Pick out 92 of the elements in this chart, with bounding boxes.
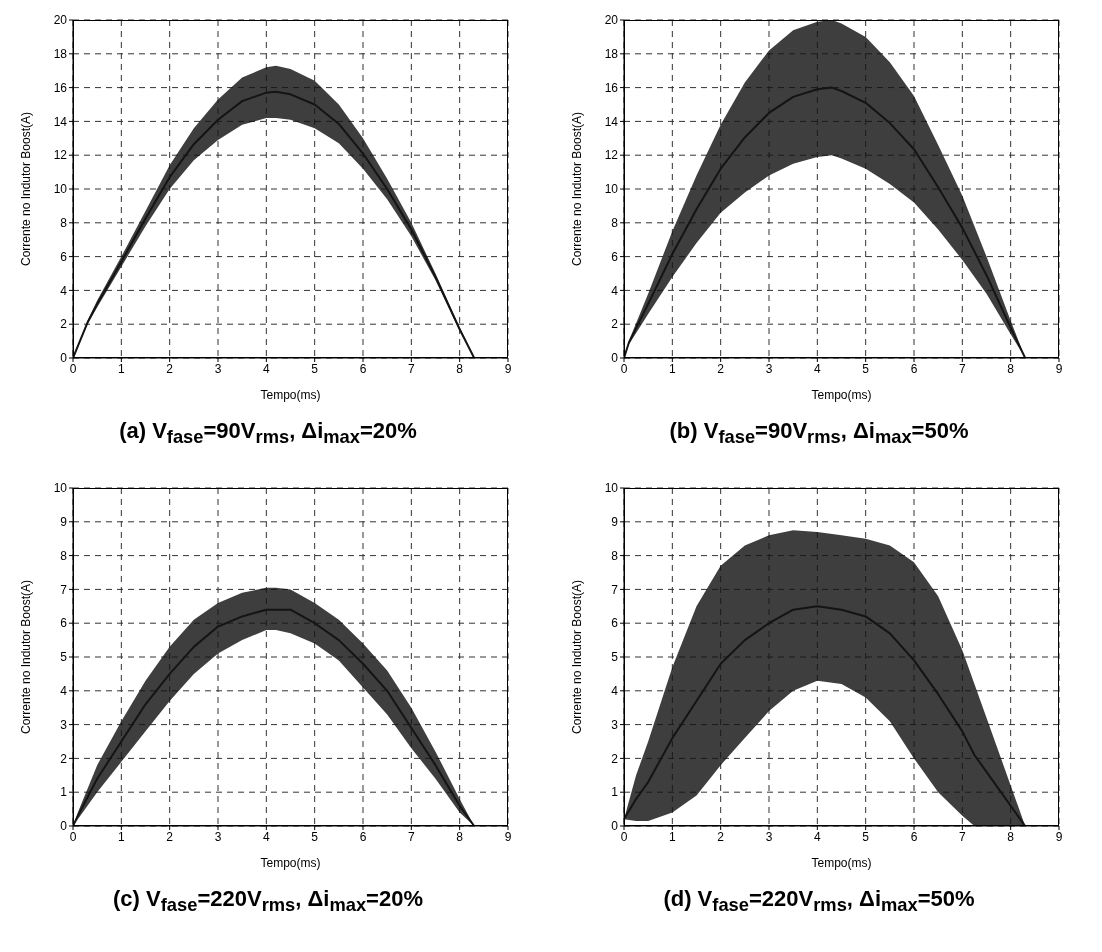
x-tick-label: 3 xyxy=(765,361,773,376)
y-tick-label: 9 xyxy=(611,515,619,530)
y-axis-title: Corrente no Indutor Boost(A) xyxy=(19,111,34,267)
y-tick-label: 4 xyxy=(60,684,68,699)
y-tick-label: 12 xyxy=(53,148,68,163)
x-tick-label: 7 xyxy=(958,829,966,844)
x-tick-label: 2 xyxy=(717,361,725,376)
x-tick-label: 9 xyxy=(504,829,512,844)
y-tick-label: 16 xyxy=(53,80,68,95)
y-tick-label: 0 xyxy=(60,819,68,834)
x-tick-label: 7 xyxy=(958,361,966,376)
y-tick-label: 7 xyxy=(611,582,619,597)
x-tick-label: 1 xyxy=(117,829,125,844)
y-tick-label: 6 xyxy=(60,249,68,264)
x-tick-label: 8 xyxy=(1007,829,1015,844)
y-tick-label: 10 xyxy=(604,182,619,197)
x-tick-label: 6 xyxy=(910,829,918,844)
y-tick-label: 7 xyxy=(60,582,68,597)
x-tick-label: 6 xyxy=(359,361,367,376)
y-axis-title: Corrente no Indutor Boost(A) xyxy=(570,579,585,735)
x-tick-label: 6 xyxy=(910,361,918,376)
y-tick-label: 6 xyxy=(60,616,68,631)
x-tick-label: 4 xyxy=(262,829,270,844)
x-tick-label: 3 xyxy=(765,829,773,844)
y-tick-label: 2 xyxy=(60,751,68,766)
y-tick-label: 2 xyxy=(611,317,619,332)
x-tick-label: 9 xyxy=(504,361,512,376)
y-tick-label: 18 xyxy=(53,47,68,62)
y-tick-label: 10 xyxy=(604,481,619,496)
text: (c) V$_{fase}$=220V$_{rms}$, Δi$_{max}$=20% xyxy=(112,886,424,917)
x-tick-label: 6 xyxy=(359,829,367,844)
y-tick-label: 9 xyxy=(60,515,68,530)
text: (a) V$_{fase}$=90V$_{rms}$, Δi$_{max}$=20% xyxy=(118,418,418,449)
x-tick-label: 9 xyxy=(1055,829,1063,844)
x-tick-label: 1 xyxy=(668,829,676,844)
x-tick-label: 5 xyxy=(862,361,870,376)
y-tick-label: 8 xyxy=(611,216,619,231)
y-tick-label: 0 xyxy=(611,819,619,834)
y-tick-label: 8 xyxy=(60,216,68,231)
y-tick-label: 1 xyxy=(60,785,68,800)
y-tick-label: 8 xyxy=(60,548,68,563)
y-tick-label: 1 xyxy=(611,785,619,800)
x-tick-label: 7 xyxy=(407,361,415,376)
x-tick-label: 5 xyxy=(311,829,319,844)
y-tick-label: 5 xyxy=(611,650,619,665)
x-tick-label: 8 xyxy=(456,829,464,844)
y-tick-label: 4 xyxy=(611,283,619,298)
x-tick-label: 8 xyxy=(456,361,464,376)
x-tick-label: 2 xyxy=(166,829,174,844)
x-tick-label: 4 xyxy=(813,829,821,844)
x-tick-label: 3 xyxy=(214,829,222,844)
x-tick-label: 2 xyxy=(166,361,174,376)
x-axis-title: Tempo(ms) xyxy=(260,388,321,402)
y-tick-label: 3 xyxy=(611,717,619,732)
y-tick-label: 0 xyxy=(60,351,68,366)
x-tick-label: 7 xyxy=(407,829,415,844)
y-tick-label: 3 xyxy=(60,717,68,732)
y-tick-label: 6 xyxy=(611,249,619,264)
y-tick-label: 8 xyxy=(611,548,619,563)
y-tick-label: 0 xyxy=(611,351,619,366)
y-tick-label: 16 xyxy=(604,80,619,95)
y-tick-label: 10 xyxy=(53,182,68,197)
x-tick-label: 4 xyxy=(262,361,270,376)
x-tick-label: 9 xyxy=(1055,361,1063,376)
x-tick-label: 1 xyxy=(117,361,125,376)
x-axis-title: Tempo(ms) xyxy=(260,856,321,870)
x-tick-label: 3 xyxy=(214,361,222,376)
y-axis-title: Corrente no Indutor Boost(A) xyxy=(570,111,585,267)
x-axis-title: Tempo(ms) xyxy=(811,856,872,870)
x-tick-label: 5 xyxy=(862,829,870,844)
x-tick-label: 8 xyxy=(1007,361,1015,376)
y-tick-label: 20 xyxy=(53,13,68,28)
y-tick-label: 14 xyxy=(53,114,68,129)
x-tick-label: 5 xyxy=(311,361,319,376)
y-tick-label: 6 xyxy=(611,616,619,631)
y-tick-label: 20 xyxy=(604,13,619,28)
x-tick-label: 4 xyxy=(813,361,821,376)
y-tick-label: 18 xyxy=(604,47,619,62)
y-tick-label: 4 xyxy=(611,684,619,699)
y-tick-label: 2 xyxy=(611,751,619,766)
y-tick-label: 4 xyxy=(60,283,68,298)
y-axis-title: Corrente no Indutor Boost(A) xyxy=(19,579,34,735)
x-tick-label: 1 xyxy=(668,361,676,376)
text: (d) V$_{fase}$=220V$_{rms}$, Δi$_{max}$=50% xyxy=(662,886,976,917)
y-tick-label: 12 xyxy=(604,148,619,163)
x-tick-label: 2 xyxy=(717,829,725,844)
y-tick-label: 10 xyxy=(53,481,68,496)
y-tick-label: 14 xyxy=(604,114,619,129)
y-tick-label: 5 xyxy=(60,650,68,665)
text: (b) V$_{fase}$=90V$_{rms}$, Δi$_{max}$=50% xyxy=(668,418,970,449)
x-axis-title: Tempo(ms) xyxy=(811,388,872,402)
y-tick-label: 2 xyxy=(60,317,68,332)
